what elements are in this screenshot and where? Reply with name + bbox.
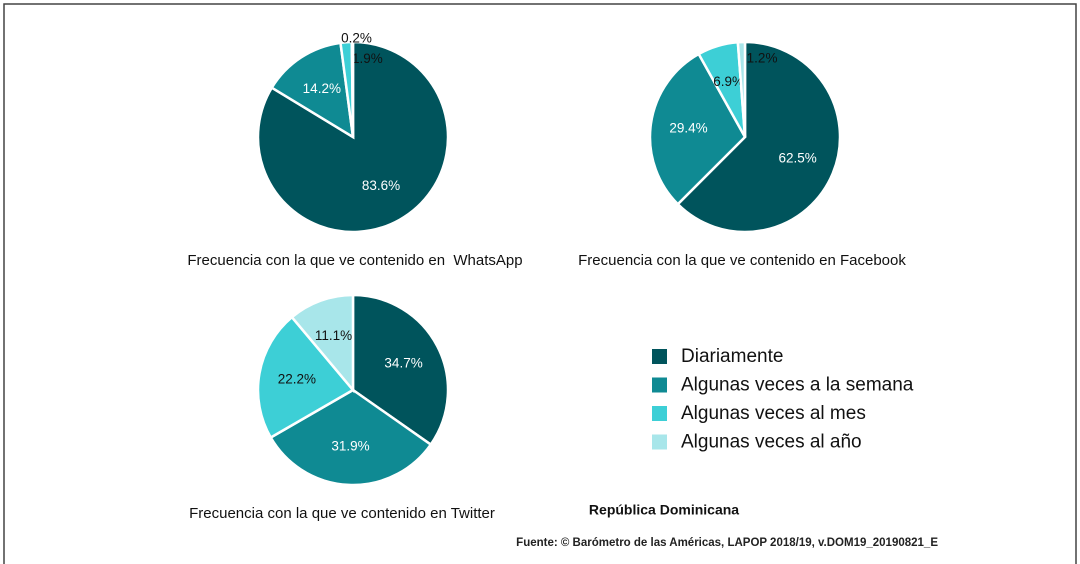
pie-slice: [350, 40, 355, 138]
slice-label: 62.5%: [779, 150, 817, 165]
chart-title: Frecuencia con la que ve contenido en Fa…: [578, 252, 906, 269]
slice-label: 29.4%: [669, 121, 707, 136]
legend-label: Algunas veces al año: [681, 432, 862, 453]
slice-label: 11.1%: [315, 328, 352, 343]
legend-swatch: [652, 434, 667, 450]
pie-slice: [676, 40, 842, 234]
note: República Dominicana: [589, 502, 739, 518]
slice-label: 34.7%: [384, 355, 422, 370]
legend-swatch: [652, 349, 667, 364]
chart-title: Frecuencia con la que ve contenido en Wh…: [187, 252, 522, 269]
pie-slice: [648, 52, 747, 206]
pie-slice: [736, 40, 747, 138]
slice-label: 14.2%: [303, 81, 341, 96]
slice-label: 6.9%: [713, 74, 744, 89]
frame: [3, 3, 1077, 564]
pie-slice: [290, 293, 355, 394]
legend-label: Algunas veces a la semana: [681, 375, 914, 396]
pie-slice: [351, 293, 450, 447]
legend-swatch: [652, 377, 667, 393]
legend-swatch: [652, 406, 667, 421]
slice-label: 31.9%: [331, 439, 369, 454]
slice-label: 0.2%: [341, 31, 372, 46]
pie-slice: [270, 41, 355, 140]
legend-label: Algunas veces al mes: [681, 403, 866, 424]
slice-label: 22.2%: [278, 372, 316, 387]
slice-label: 83.6%: [362, 178, 400, 193]
slice-label: 1.2%: [747, 51, 778, 66]
pie-slice: [269, 388, 433, 487]
source: Fuente: © Barómetro de las Américas, LAP…: [516, 537, 938, 549]
pie-slice: [256, 315, 355, 440]
slice-label: 1.9%: [352, 51, 383, 66]
legend-label: Diariamente: [681, 346, 783, 367]
chart-title: Frecuencia con la que ve contenido en Tw…: [189, 505, 495, 522]
